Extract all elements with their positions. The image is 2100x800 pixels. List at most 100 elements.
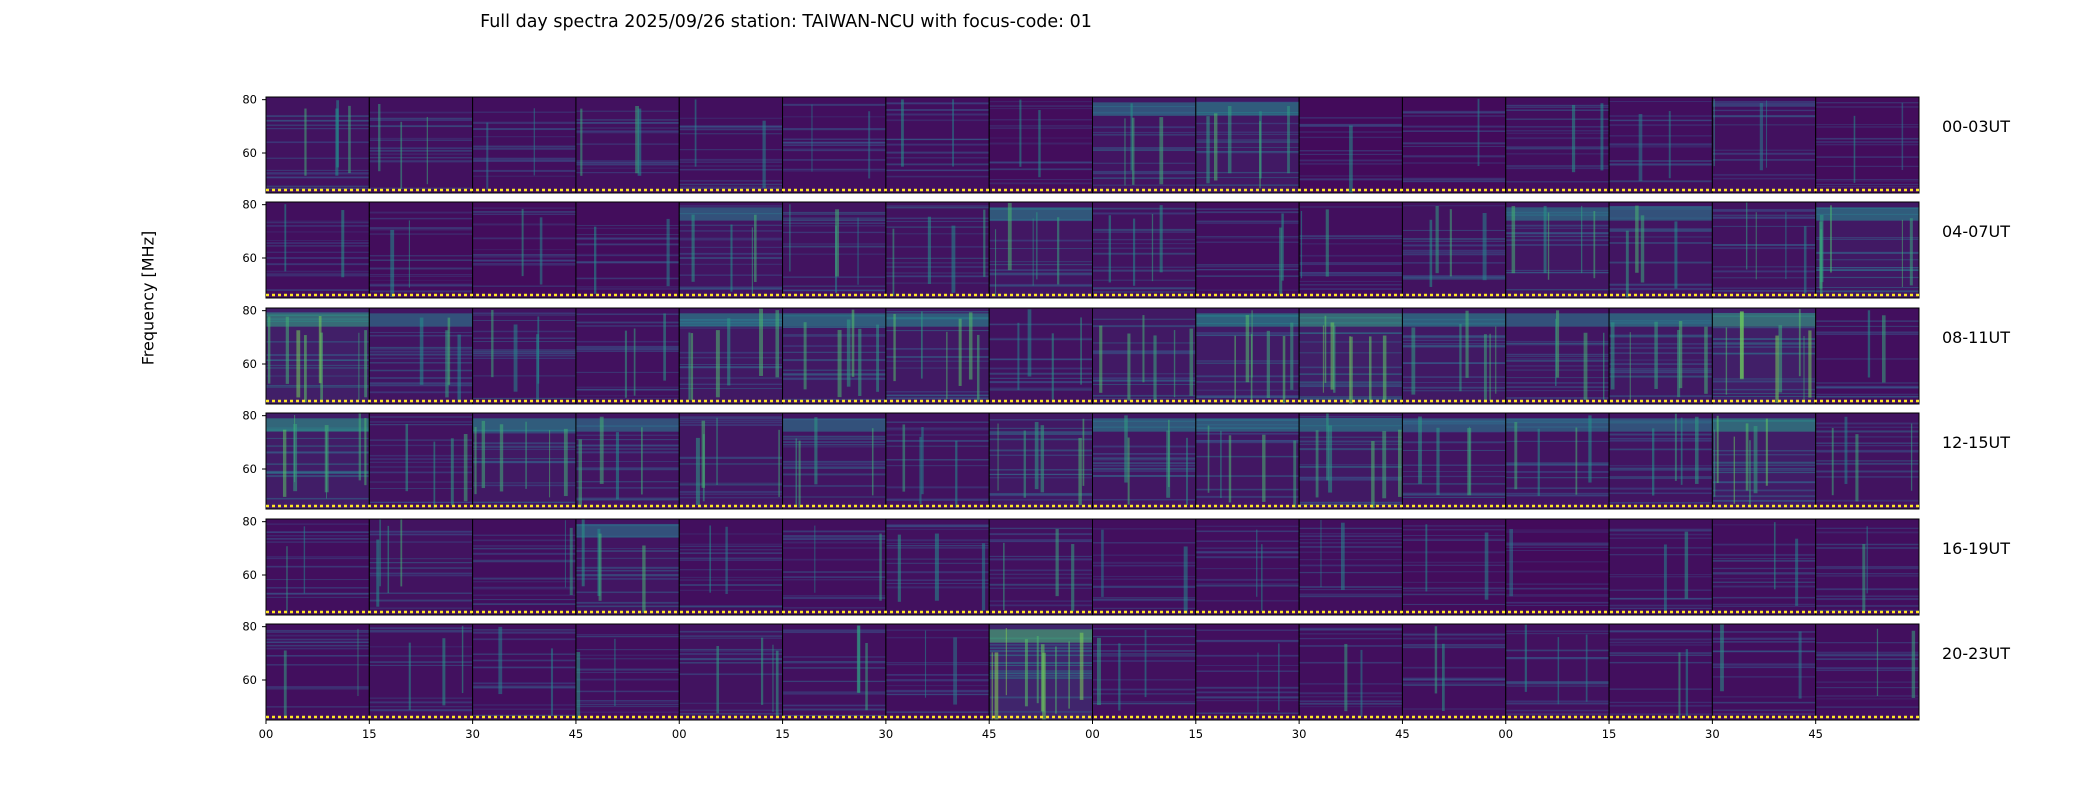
- spectral-line: [1402, 142, 1506, 145]
- spectra-panel: [1711, 201, 1817, 299]
- spectral-line: [1609, 439, 1713, 442]
- spectral-line: [472, 330, 576, 333]
- spectral-line: [472, 211, 576, 213]
- broadcast-band: [266, 313, 370, 327]
- broadcast-band: [1815, 207, 1919, 221]
- spectral-line: [679, 630, 783, 633]
- spectral-line: [885, 429, 990, 431]
- spectral-line: [885, 119, 990, 122]
- spectral-line: [1609, 433, 1713, 436]
- burst-stripe: [1766, 100, 1768, 168]
- burst-stripe: [1635, 205, 1639, 273]
- panel-background: [782, 202, 886, 298]
- spectral-line: [885, 459, 990, 461]
- burst-stripe: [958, 318, 962, 386]
- spectral-line: [1712, 631, 1816, 633]
- spectral-line: [1505, 709, 1610, 712]
- spectral-line: [1092, 470, 1196, 472]
- burst-stripe: [580, 108, 583, 176]
- spectral-line: [1609, 630, 1713, 631]
- spectra-panel: [1711, 307, 1817, 405]
- burst-stripe: [419, 317, 424, 385]
- spectral-line: [1505, 397, 1610, 399]
- burst-stripe: [772, 644, 774, 712]
- spectral-line: [1299, 539, 1403, 541]
- burst-stripe: [1142, 315, 1145, 383]
- spectral-line: [1815, 276, 1919, 279]
- spectral-line: [369, 697, 473, 699]
- burst-stripe: [1132, 117, 1135, 185]
- spectral-line: [1609, 283, 1713, 285]
- spectral-line: [1609, 688, 1713, 690]
- burst-stripe: [1003, 542, 1005, 611]
- burst-stripe: [474, 426, 477, 495]
- burst-stripe: [447, 317, 451, 385]
- burst-stripe: [1489, 333, 1491, 401]
- spectral-line: [1609, 528, 1713, 530]
- burst-stripe: [1798, 631, 1802, 699]
- spectral-line: [1609, 160, 1713, 162]
- burst-stripe: [868, 111, 871, 179]
- burst-stripe: [1483, 334, 1487, 402]
- burst-stripe: [1278, 643, 1280, 711]
- spectra-panel: [1092, 518, 1197, 616]
- spectral-line: [1505, 153, 1610, 155]
- spectral-line: [989, 220, 1093, 222]
- spectral-line: [1815, 124, 1919, 126]
- spectral-line: [1299, 416, 1403, 418]
- burst-stripe: [1206, 116, 1210, 184]
- spectral-line: [989, 696, 1093, 699]
- spectral-line: [1092, 288, 1196, 290]
- spectral-line: [1505, 235, 1610, 238]
- spectral-line: [266, 115, 370, 118]
- burst-stripe: [1300, 211, 1303, 279]
- spectral-line: [1712, 464, 1816, 466]
- spectral-line: [575, 557, 680, 559]
- spectral-line: [1092, 126, 1196, 129]
- spectral-line: [1609, 164, 1713, 166]
- spectral-line: [1712, 102, 1816, 104]
- burst-stripe: [341, 210, 345, 278]
- burst-stripe: [946, 331, 948, 400]
- spectral-line: [266, 686, 370, 688]
- spectral-line: [1092, 134, 1196, 136]
- burst-stripe: [1118, 643, 1121, 711]
- panel-background: [369, 624, 473, 720]
- panels-group: [265, 96, 1920, 721]
- spectra-panel: [368, 307, 474, 405]
- spectral-line: [1195, 146, 1300, 148]
- spectra-panel: [678, 96, 784, 194]
- spectral-line: [679, 383, 783, 386]
- spectra-panel: [1195, 623, 1300, 721]
- spectral-line: [1092, 564, 1196, 567]
- burst-stripe: [1575, 427, 1578, 495]
- spectral-line: [1505, 386, 1610, 388]
- spectral-line: [885, 486, 990, 488]
- spectral-line: [679, 377, 783, 379]
- spectral-line: [1815, 237, 1919, 239]
- spectral-line: [1195, 268, 1300, 271]
- panel-border: [1815, 412, 1920, 510]
- burst-stripe: [304, 335, 307, 403]
- spectral-line: [266, 220, 370, 222]
- spectral-line: [1299, 272, 1403, 274]
- spectral-line: [472, 159, 576, 161]
- spectral-line: [369, 439, 473, 441]
- spectral-line: [1815, 137, 1919, 140]
- spectral-line: [1092, 462, 1196, 465]
- spectral-line: [1299, 465, 1403, 468]
- spectral-line: [1815, 106, 1919, 108]
- spectral-line: [782, 460, 886, 463]
- spectral-line: [472, 237, 576, 240]
- spectral-line: [1195, 578, 1300, 581]
- spectral-line: [679, 673, 783, 676]
- spectral-line: [472, 442, 576, 445]
- spectral-line: [1609, 115, 1713, 117]
- spectral-line: [1402, 581, 1506, 583]
- spectral-line: [1402, 679, 1506, 681]
- spectral-line: [1092, 247, 1196, 250]
- burst-stripe: [284, 204, 287, 272]
- spectral-line: [1092, 172, 1196, 175]
- spectral-line: [885, 394, 990, 397]
- spectral-line: [1092, 147, 1196, 149]
